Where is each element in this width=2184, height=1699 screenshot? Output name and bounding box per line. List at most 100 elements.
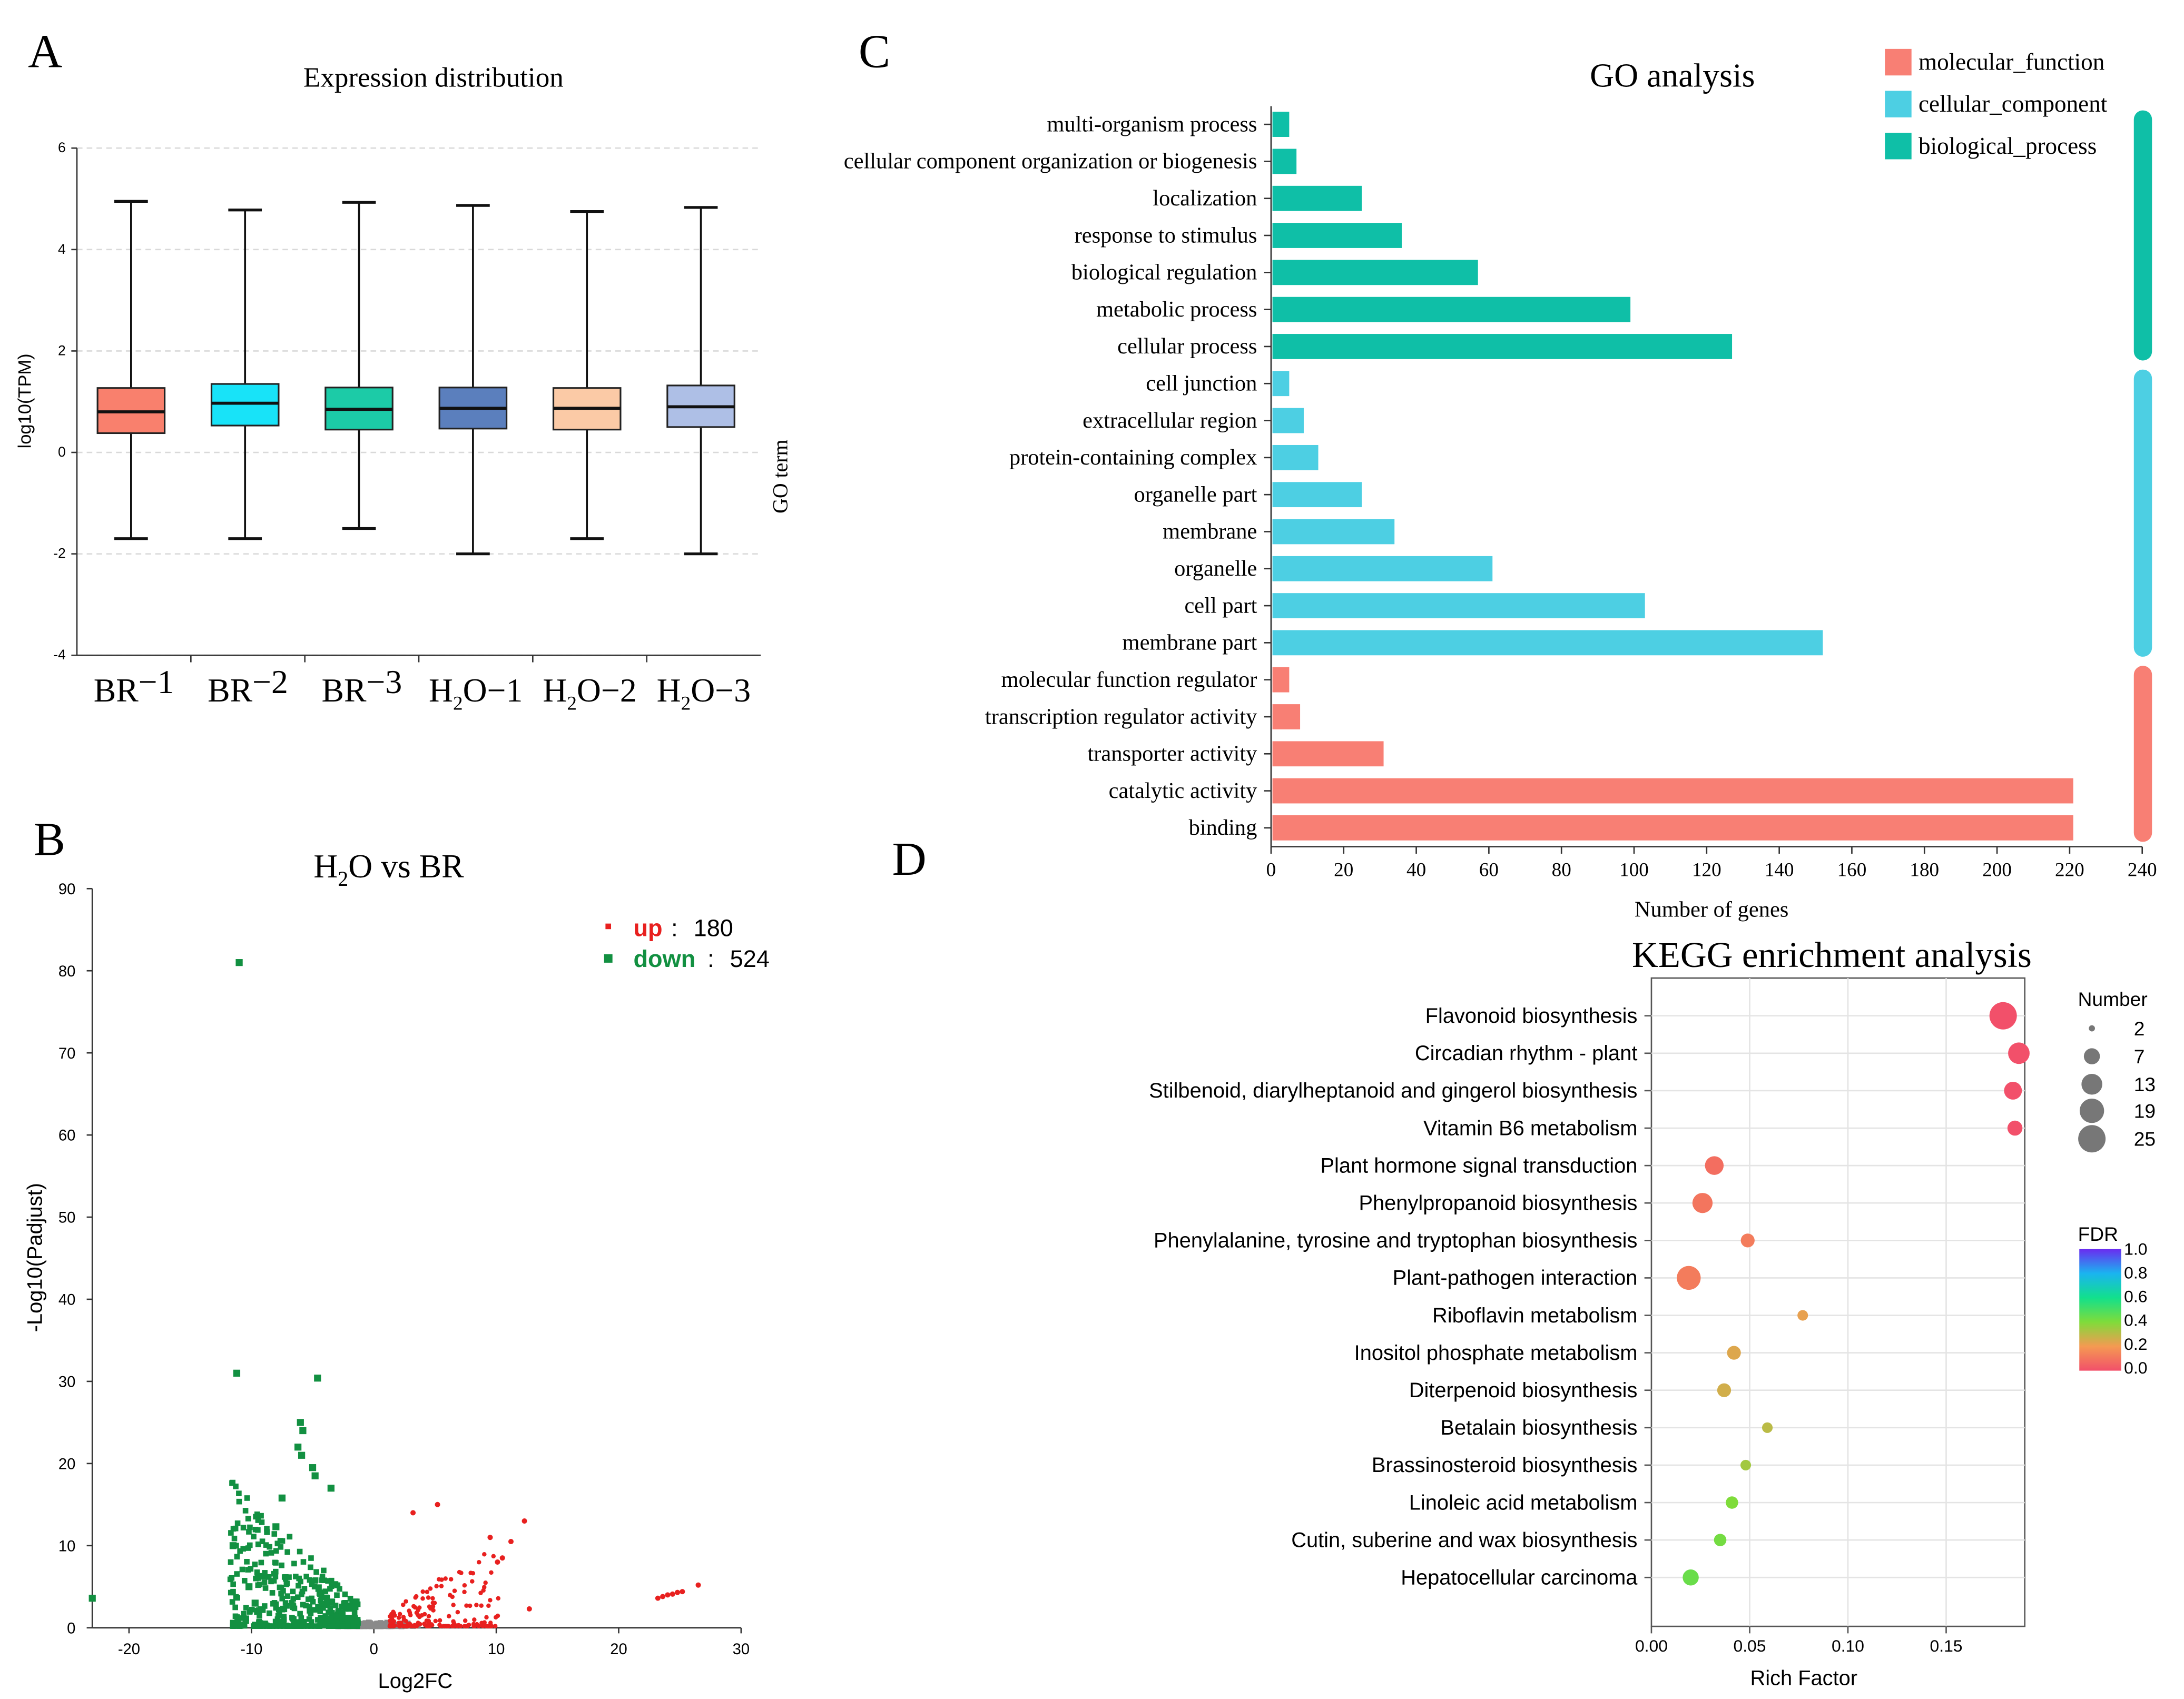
color-legend-label: 0.6: [2124, 1287, 2147, 1306]
up-point: [430, 1604, 436, 1609]
down-point: [289, 1615, 295, 1621]
panel-b-xtick: -20: [118, 1641, 140, 1658]
up-point: [451, 1603, 456, 1607]
panel-a-xlabel: BR−3: [321, 663, 402, 709]
panel-c-category: multi-organism process: [1047, 112, 1257, 136]
down-point: [284, 1593, 290, 1599]
panel-letter-c: C: [859, 25, 890, 77]
panel-letter-d: D: [892, 833, 927, 885]
down-point: [268, 1550, 274, 1556]
down-point: [280, 1605, 286, 1612]
panel-c-bar: [1272, 149, 1297, 174]
down-point: [298, 1451, 306, 1459]
down-point: [260, 1621, 267, 1627]
down-point: [278, 1591, 284, 1597]
panel-c-xtick: 220: [2055, 859, 2084, 881]
up-point: [416, 1621, 420, 1625]
legend-up-label: up: [633, 915, 662, 942]
legend-biological-process-label: biological_process: [1919, 133, 2097, 159]
up-point: [401, 1602, 406, 1607]
panel-c-category: transcription regulator activity: [985, 704, 1257, 729]
down-point: [330, 1623, 336, 1629]
down-point: [254, 1623, 261, 1629]
up-point: [484, 1615, 489, 1620]
up-point: [487, 1535, 493, 1540]
down-point: [236, 1490, 242, 1496]
down-point: [309, 1464, 317, 1471]
down-point: [255, 1527, 261, 1533]
panel-c-bar: [1272, 112, 1290, 137]
panel-a-ylabel: log10(TPM): [15, 353, 35, 448]
down-point: [247, 1608, 253, 1614]
ns-point: [377, 1625, 382, 1629]
down-point: [279, 1595, 286, 1602]
panel-b-xtick: 30: [733, 1641, 750, 1658]
panel-a-ytick: 6: [58, 140, 66, 155]
panel-c-bar: [1272, 778, 2073, 804]
up-point: [406, 1622, 410, 1627]
down-point: [312, 1607, 318, 1613]
panel-c-group-indicator-bar: [2133, 369, 2152, 657]
down-point: [325, 1578, 331, 1584]
down-point: [251, 1599, 259, 1607]
down-point: [232, 1604, 238, 1611]
panel-d-category: Vitamin B6 metabolism: [1423, 1117, 1637, 1140]
panel-d-color-legend: FDR 1.0 0.8 0.6 0.4 0.2 0.0: [2078, 1223, 2148, 1377]
ns-point: [381, 1622, 387, 1627]
down-point: [240, 1546, 247, 1552]
panel-b-ytick: 50: [58, 1210, 75, 1227]
up-point: [474, 1603, 479, 1607]
ns-point: [367, 1624, 373, 1628]
up-point: [438, 1624, 443, 1628]
kegg-point: [1677, 1266, 1701, 1290]
up-point: [481, 1588, 486, 1593]
down-point: [317, 1591, 323, 1597]
panel-c-group-bars: [2133, 110, 2152, 842]
panel-b-ytick: 30: [58, 1374, 75, 1391]
panel-d-xtick: 0.00: [1635, 1636, 1668, 1655]
ns-point: [383, 1622, 390, 1627]
down-point: [290, 1622, 297, 1628]
down-point: [244, 1559, 250, 1565]
panel-c-bar: [1272, 260, 1478, 285]
color-legend-label: 1.0: [2124, 1239, 2147, 1258]
down-point: [300, 1602, 306, 1608]
down-point: [316, 1584, 322, 1590]
down-point: [263, 1550, 269, 1557]
panel-c-bars: [1272, 112, 2073, 841]
panel-c-category-labels: multi-organism process cellular componen…: [844, 112, 1257, 840]
panel-a-title: Expression distribution: [303, 62, 564, 93]
up-point: [448, 1593, 452, 1598]
panel-b-xtick: -10: [240, 1641, 262, 1658]
up-point: [670, 1591, 675, 1597]
down-point: [319, 1574, 326, 1579]
up-point: [464, 1603, 469, 1608]
panel-a-ytick: 2: [58, 342, 66, 358]
panel-d-category: Hepatocellular carcinoma: [1401, 1566, 1638, 1589]
panel-b-ytick: 90: [58, 881, 75, 898]
down-point: [272, 1523, 280, 1530]
ns-point: [366, 1620, 372, 1625]
panel-d-plot-frame: [1650, 977, 2026, 1627]
panel-b-xtick: 0: [370, 1641, 378, 1658]
down-point: [241, 1622, 248, 1628]
up-point: [508, 1538, 514, 1545]
up-point: [465, 1623, 470, 1628]
down-point: [341, 1623, 347, 1629]
down-point: [255, 1582, 261, 1588]
down-point: [296, 1575, 302, 1582]
up-point: [434, 1584, 439, 1588]
up-point: [482, 1552, 487, 1557]
panel-c-xtick: 0: [1266, 859, 1276, 881]
up-point: [468, 1570, 473, 1575]
kegg-point: [1740, 1233, 1755, 1248]
panel-c-category: cellular process: [1117, 334, 1257, 359]
up-point: [470, 1579, 475, 1584]
legend-down-label: down: [633, 945, 695, 972]
down-point: [309, 1595, 314, 1602]
panel-c-category: transporter activity: [1087, 742, 1257, 766]
panel-a-ytick: -2: [53, 546, 66, 561]
legend-up-marker: [605, 923, 612, 930]
panel-b-ylabel: -Log10(Padjust): [24, 1183, 47, 1332]
down-point: [263, 1542, 269, 1548]
